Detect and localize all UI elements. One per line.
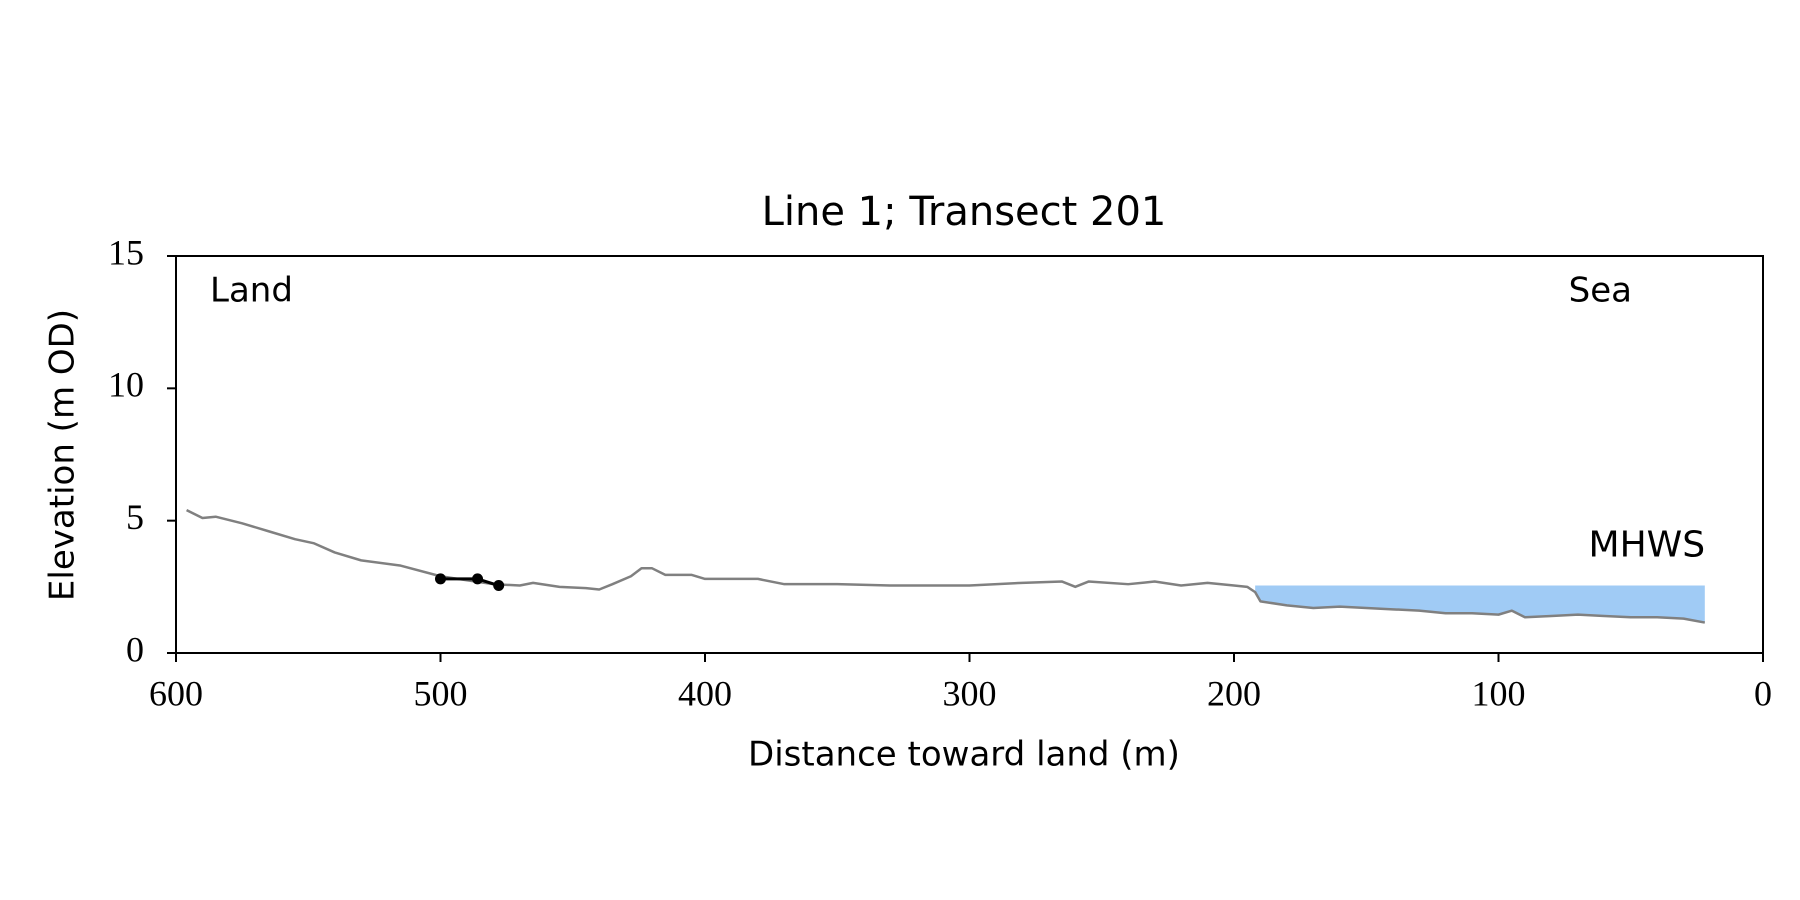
chart-title: Line 1; Transect 201 [762,189,1167,235]
x-tick-label: 100 [1472,673,1526,713]
mhws-fill [1255,585,1705,623]
x-axis-label: Distance toward land (m) [748,735,1180,775]
x-tick-label: 400 [678,673,732,713]
annotation-land: Land [210,271,293,311]
point [435,573,446,585]
series-line [186,508,1706,624]
y-tick-label: 5 [126,497,144,537]
point [493,580,505,592]
annotation-sea: Sea [1569,271,1632,311]
point [472,573,484,585]
x-tick-label: 200 [1207,673,1261,713]
y-axis-label: Elevation (m OD) [43,309,83,601]
y-tick-label: 10 [108,365,144,405]
x-tick-label: 600 [149,673,203,713]
fill-label: MHWS [1589,525,1706,566]
x-tick-label: 500 [414,673,468,713]
y-tick-label: 0 [126,629,144,669]
y-tick-label: 15 [108,232,144,272]
x-tick-label: 300 [943,673,997,713]
x-tick-label: 0 [1754,673,1772,713]
